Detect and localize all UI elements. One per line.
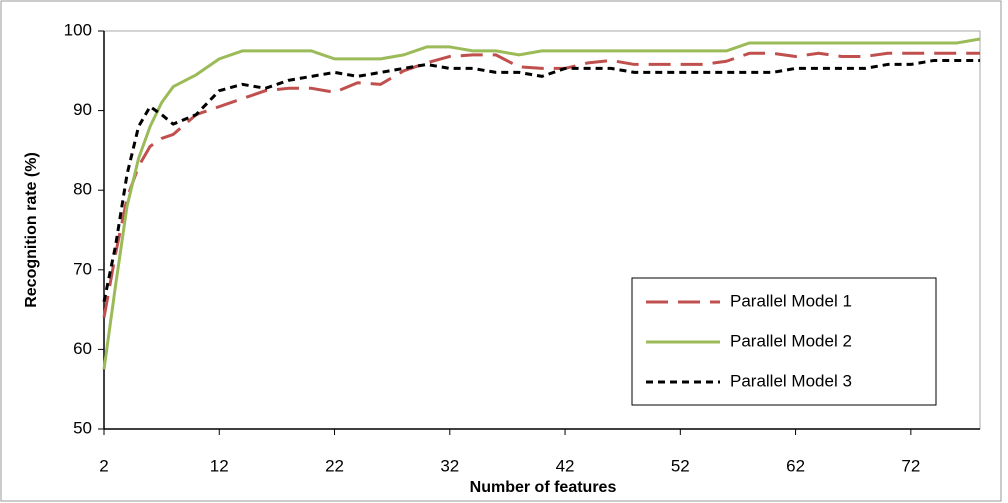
x-tick-label: 42 <box>556 456 575 475</box>
legend-label: Parallel Model 3 <box>730 371 852 390</box>
x-axis-title: Number of features <box>470 479 617 496</box>
x-tick-label: 2 <box>99 456 108 475</box>
legend-label: Parallel Model 2 <box>730 331 852 350</box>
y-tick-label: 90 <box>73 100 92 119</box>
y-tick-label: 70 <box>73 259 92 278</box>
series-line <box>102 51 980 318</box>
y-tick-label: 60 <box>73 339 92 358</box>
series-line <box>102 58 980 302</box>
y-axis-title: Recognition rate (%) <box>23 152 40 308</box>
x-tick-label: 52 <box>671 456 690 475</box>
x-tick-label: 22 <box>325 456 344 475</box>
x-tick-label: 12 <box>210 456 229 475</box>
x-tick-label: 62 <box>786 456 805 475</box>
series-line <box>102 37 981 370</box>
x-tick-label: 72 <box>901 456 920 475</box>
y-tick-label: 100 <box>64 20 92 39</box>
y-tick-label: 80 <box>73 180 92 199</box>
legend-label: Parallel Model 1 <box>730 291 852 310</box>
x-tick-label: 32 <box>440 456 459 475</box>
y-tick-label: 50 <box>73 418 92 437</box>
